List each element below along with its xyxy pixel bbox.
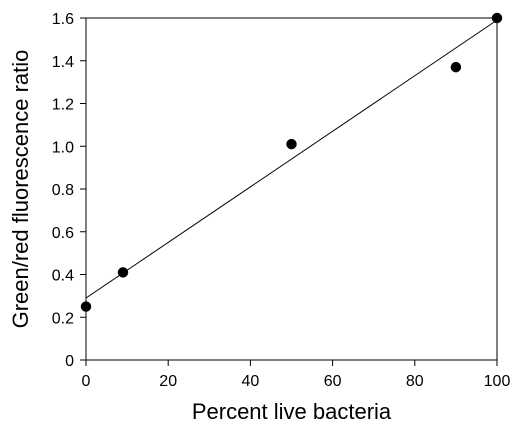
data-point xyxy=(450,61,462,73)
data-point xyxy=(286,138,297,150)
y-tick-label: 0.8 xyxy=(52,182,74,199)
data-point xyxy=(80,301,92,312)
x-tick-label: 80 xyxy=(406,373,424,390)
y-tick-label: 1.0 xyxy=(52,139,74,156)
plot-frame xyxy=(85,17,498,361)
regression-line xyxy=(85,19,498,299)
x-tick-label: 20 xyxy=(159,373,177,390)
data-point xyxy=(117,267,129,278)
y-tick-label: 0.2 xyxy=(52,310,74,327)
x-tick-label: 0 xyxy=(82,373,91,390)
ticks-group: 0 20 40 60 80 100 0 0.2 0.4 0.6 0.8 1.0 1.2 1.4 1.6 xyxy=(52,11,511,390)
y-tick-label: 1.2 xyxy=(52,97,74,114)
y-tick-label: 0.6 xyxy=(52,225,74,242)
y-tick-label: 0.4 xyxy=(52,268,74,285)
y-tick-label: 1.4 xyxy=(52,54,74,71)
data-point xyxy=(491,12,503,24)
y-tick-label: 0 xyxy=(65,353,74,370)
fit-line-group xyxy=(85,19,498,299)
x-tick-label: 100 xyxy=(484,373,511,390)
x-tick-label: 40 xyxy=(242,373,260,390)
y-axis-title: Green/red fluorescence ratio xyxy=(8,50,33,329)
plot-frame-group xyxy=(85,17,498,361)
x-axis-title: Percent live bacteria xyxy=(192,399,392,423)
data-points-group xyxy=(80,12,503,312)
y-tick-label: 1.6 xyxy=(52,11,74,28)
x-tick-label: 60 xyxy=(324,373,342,390)
